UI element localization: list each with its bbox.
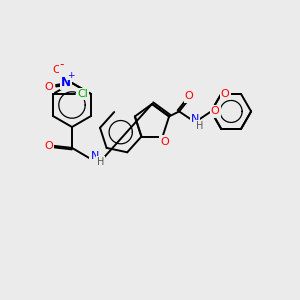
Text: O: O — [52, 65, 62, 75]
Text: H: H — [196, 122, 204, 131]
Text: O: O — [44, 141, 53, 151]
Text: N: N — [61, 76, 71, 88]
Text: O: O — [211, 106, 220, 116]
Text: N: N — [191, 114, 199, 124]
Text: O: O — [185, 92, 194, 101]
Text: O: O — [45, 82, 53, 92]
Text: O: O — [160, 136, 169, 147]
Text: H: H — [97, 157, 104, 167]
Text: -: - — [60, 58, 64, 71]
Text: +: + — [67, 70, 75, 80]
Text: Cl: Cl — [77, 89, 88, 99]
Text: N: N — [91, 151, 99, 161]
Text: O: O — [221, 89, 230, 99]
